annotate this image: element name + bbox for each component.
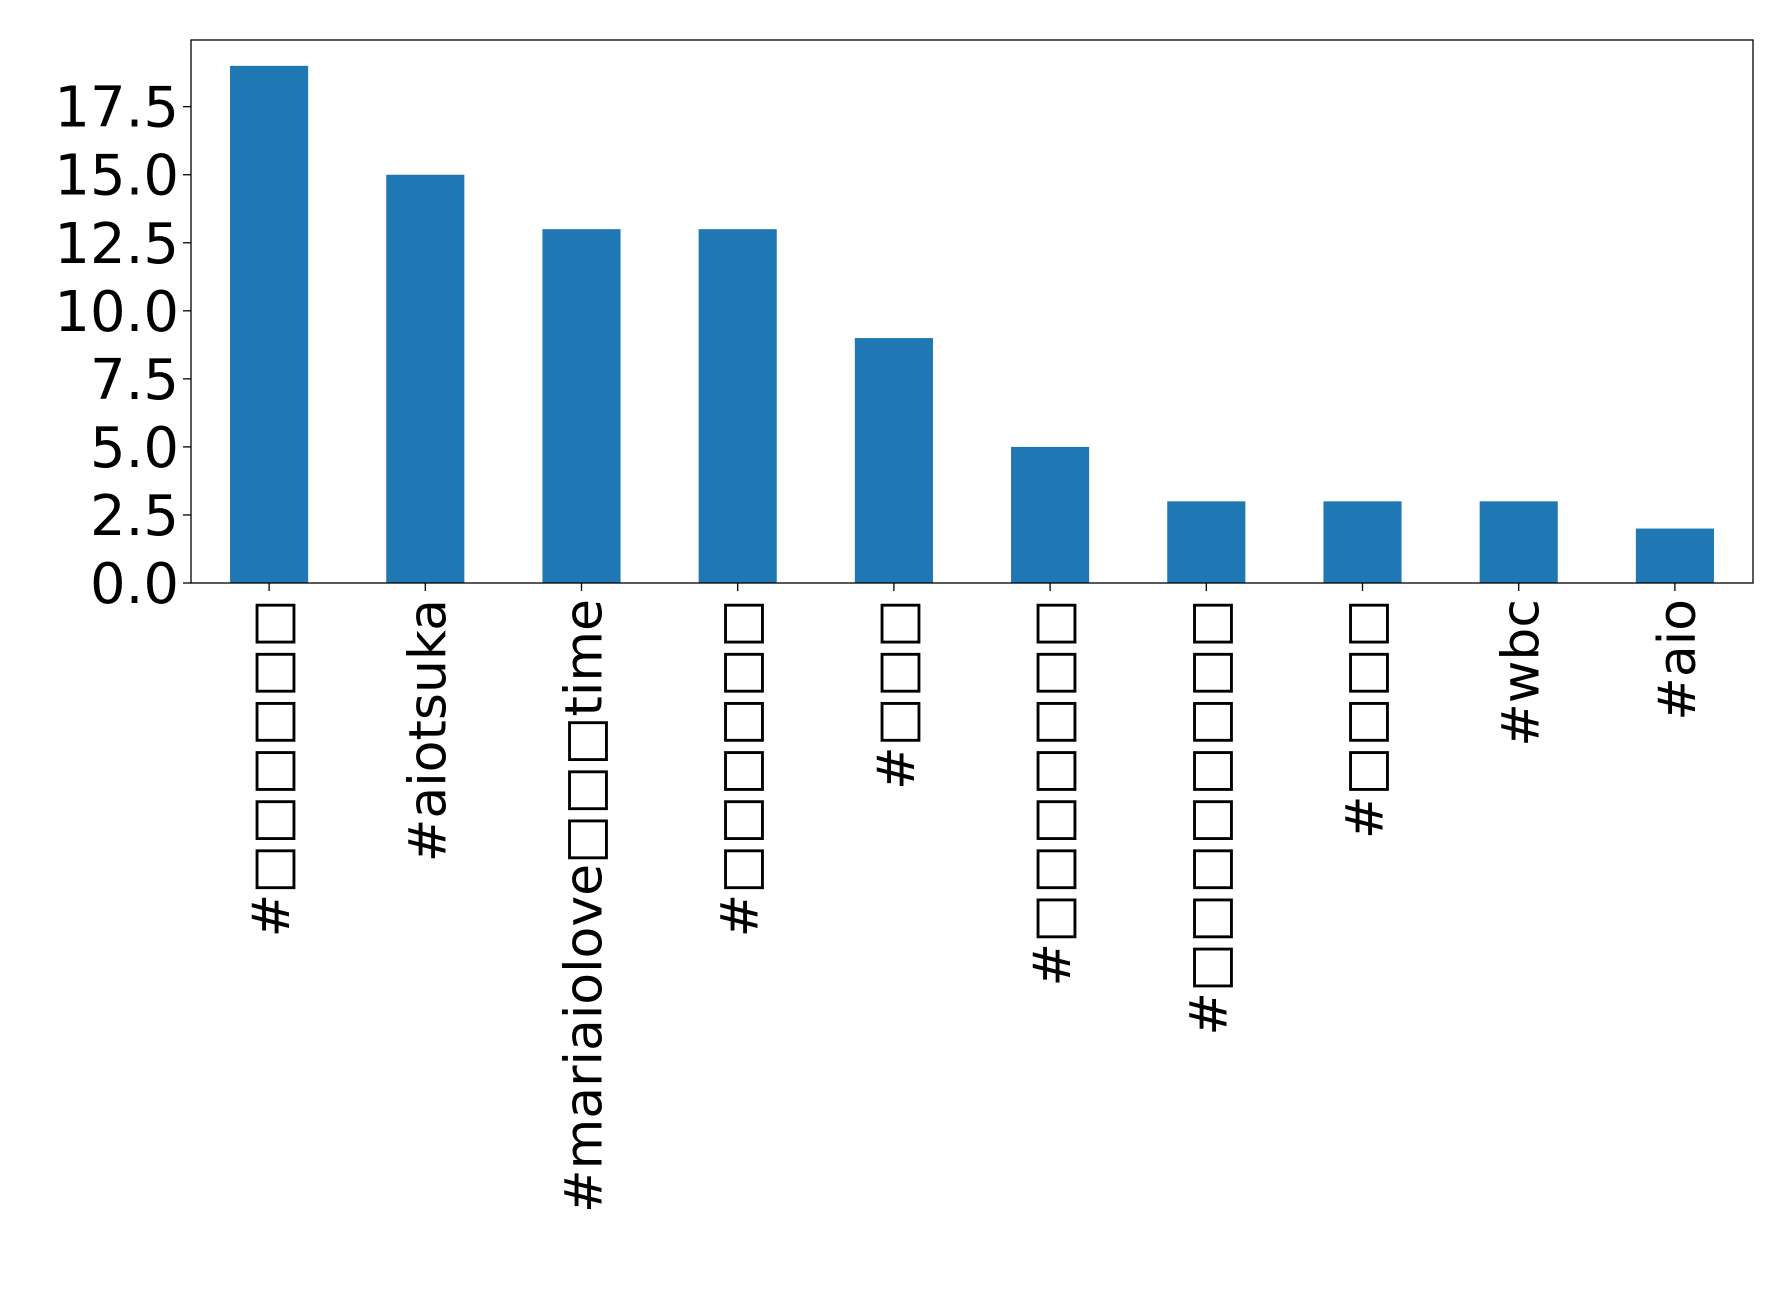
bar-1 bbox=[386, 174, 465, 584]
y-tick-label-1: 2.5 bbox=[90, 484, 179, 549]
y-tick-label-6: 15.0 bbox=[54, 144, 179, 209]
bar-6 bbox=[1167, 501, 1246, 583]
y-tick-label-7: 17.5 bbox=[54, 76, 179, 141]
x-tick-label-3: #□□□□□□ bbox=[711, 599, 771, 937]
y-tick-label-2: 5.0 bbox=[90, 416, 179, 481]
y-tick-label-0: 0.0 bbox=[90, 552, 179, 617]
y-axis: 0.02.55.07.510.012.515.017.5 bbox=[54, 76, 191, 617]
x-tick-label-7: #□□□□ bbox=[1336, 599, 1396, 839]
bars-group bbox=[230, 65, 1714, 584]
y-tick-label-5: 12.5 bbox=[54, 212, 179, 277]
bar-3 bbox=[698, 229, 777, 584]
bar-4 bbox=[854, 338, 933, 583]
bar-0 bbox=[230, 65, 309, 584]
x-tick-label-5: #□□□□□□□ bbox=[1023, 599, 1083, 987]
y-tick-label-3: 7.5 bbox=[90, 348, 179, 413]
x-tick-label-1: #aiotsuka bbox=[398, 599, 458, 862]
x-axis: #□□□□□□ #aiotsuka #mariaiolove□□□time #□□□□… bbox=[242, 583, 1708, 1213]
bar-7 bbox=[1323, 501, 1402, 583]
bar-5 bbox=[1011, 446, 1090, 583]
x-tick-label-8: #wbc bbox=[1492, 599, 1552, 747]
bar-8 bbox=[1479, 501, 1558, 583]
x-tick-label-6: #□□□□□□□□ bbox=[1179, 599, 1239, 1036]
x-tick-label-4: #□□□ bbox=[867, 599, 927, 790]
bar-2 bbox=[542, 229, 621, 584]
x-tick-label-9: #aio bbox=[1648, 599, 1708, 721]
y-tick-label-4: 10.0 bbox=[54, 280, 179, 345]
plot-frame bbox=[190, 39, 1754, 584]
x-tick-label-2: #mariaiolove□□□time bbox=[555, 599, 615, 1213]
x-tick-label-0: #□□□□□□ bbox=[242, 599, 302, 937]
bar-9 bbox=[1635, 528, 1714, 583]
